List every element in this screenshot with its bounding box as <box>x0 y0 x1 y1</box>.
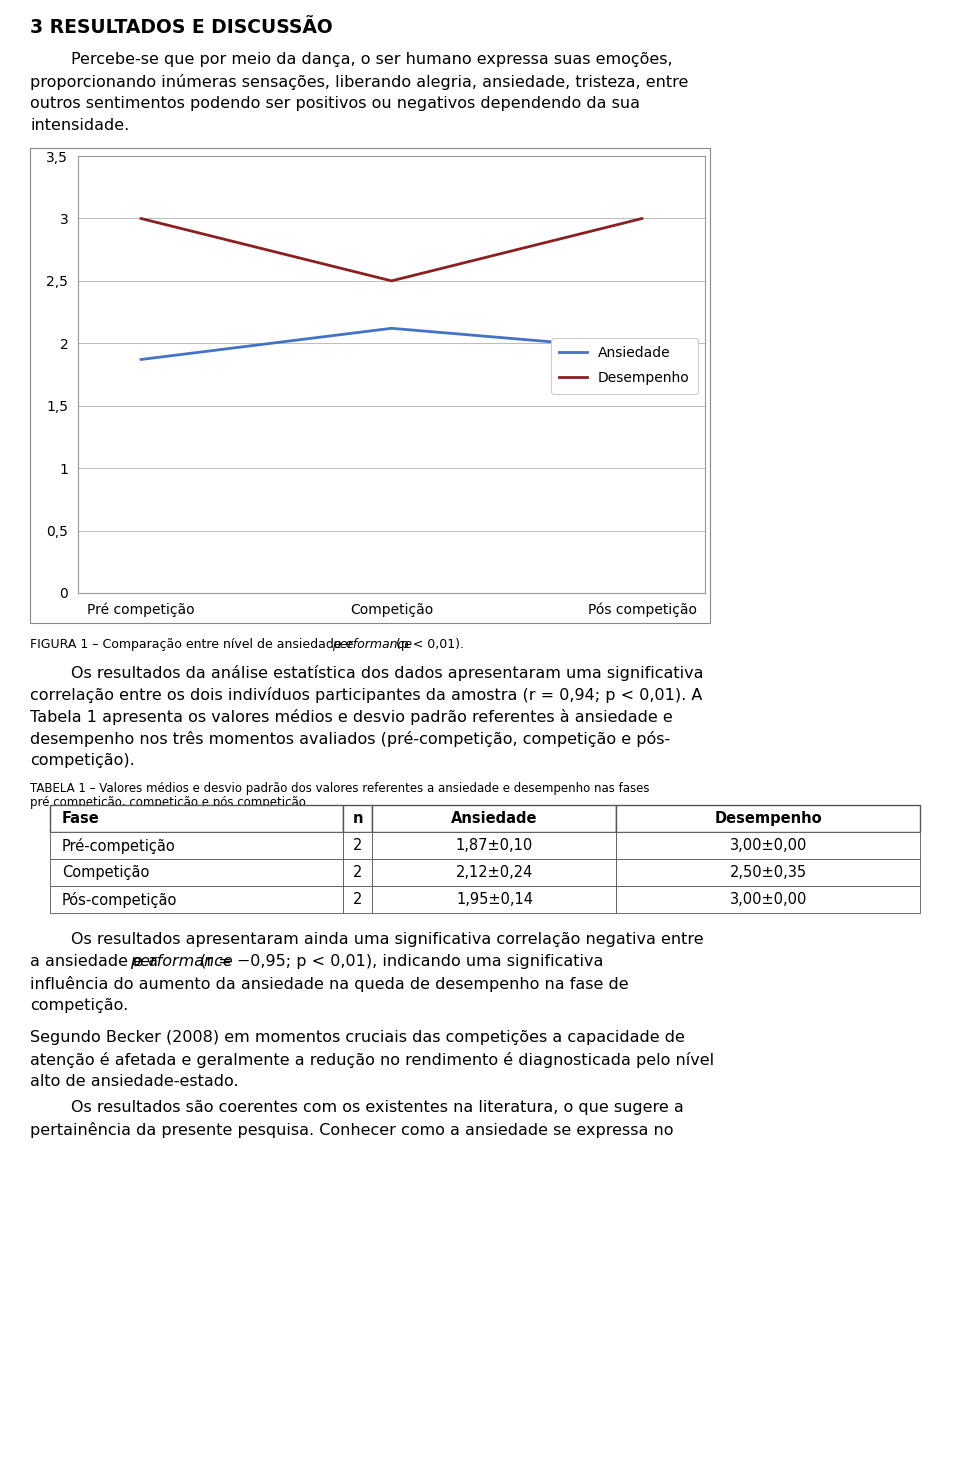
Text: performance: performance <box>332 638 412 650</box>
Text: intensidade.: intensidade. <box>30 118 130 133</box>
Legend: Ansiedade, Desempenho: Ansiedade, Desempenho <box>551 338 698 393</box>
Text: Percebe-se que por meio da dança, o ser humano expressa suas emoções,: Percebe-se que por meio da dança, o ser … <box>30 52 673 67</box>
Text: Os resultados apresentaram ainda uma significativa correlação negativa entre: Os resultados apresentaram ainda uma sig… <box>30 933 704 947</box>
Text: atenção é afetada e geralmente a redução no rendimento é diagnosticada pelo níve: atenção é afetada e geralmente a redução… <box>30 1052 714 1069</box>
Text: Os resultados são coerentes com os existentes na literatura, o que sugere a: Os resultados são coerentes com os exist… <box>30 1100 684 1114</box>
Text: Tabela 1 apresenta os valores médios e desvio padrão referentes à ansiedade e: Tabela 1 apresenta os valores médios e d… <box>30 709 673 726</box>
Text: competição.: competição. <box>30 998 129 1012</box>
Text: correlação entre os dois indivíduos participantes da amostra (r = 0,94; p < 0,01: correlação entre os dois indivíduos part… <box>30 687 703 704</box>
Text: pré competição, competição e pós competição.: pré competição, competição e pós competi… <box>30 797 309 808</box>
Text: 3 RESULTADOS E DISCUSSÃO: 3 RESULTADOS E DISCUSSÃO <box>30 18 333 37</box>
Text: competição).: competição). <box>30 752 134 769</box>
Text: a ansiedade e a: a ansiedade e a <box>30 953 163 970</box>
Text: FIGURA 1 – Comparação entre nível de ansiedade e: FIGURA 1 – Comparação entre nível de ans… <box>30 638 357 650</box>
Text: Segundo Becker (2008) em momentos cruciais das competições a capacidade de: Segundo Becker (2008) em momentos crucia… <box>30 1030 684 1045</box>
Text: desempenho nos três momentos avaliados (pré-competição, competição e pós-: desempenho nos três momentos avaliados (… <box>30 732 670 746</box>
Text: influência do aumento da ansiedade na queda de desempenho na fase de: influência do aumento da ansiedade na qu… <box>30 975 629 992</box>
Text: TABELA 1 – Valores médios e desvio padrão dos valores referentes a ansiedade e d: TABELA 1 – Valores médios e desvio padrã… <box>30 782 650 795</box>
Text: (r = −0,95; p < 0,01), indicando uma significativa: (r = −0,95; p < 0,01), indicando uma sig… <box>195 953 604 970</box>
Text: proporcionando inúmeras sensações, liberando alegria, ansiedade, tristeza, entre: proporcionando inúmeras sensações, liber… <box>30 74 688 90</box>
Text: (p < 0,01).: (p < 0,01). <box>392 638 464 650</box>
Text: pertainência da presente pesquisa. Conhecer como a ansiedade se expressa no: pertainência da presente pesquisa. Conhe… <box>30 1122 674 1138</box>
Text: outros sentimentos podendo ser positivos ou negativos dependendo da sua: outros sentimentos podendo ser positivos… <box>30 96 640 111</box>
Text: alto de ansiedade-estado.: alto de ansiedade-estado. <box>30 1075 239 1089</box>
Text: performance: performance <box>130 953 232 970</box>
Text: Os resultados da análise estatística dos dados apresentaram uma significativa: Os resultados da análise estatística dos… <box>30 665 704 681</box>
